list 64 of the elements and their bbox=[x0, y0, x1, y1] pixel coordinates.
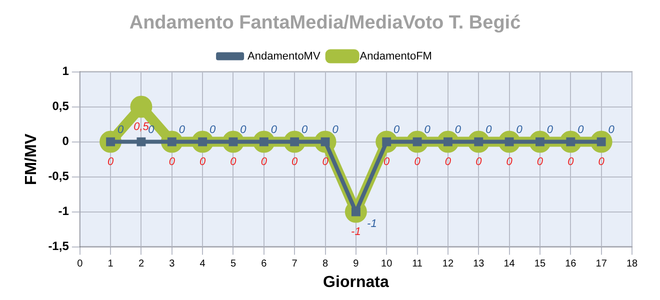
data-label: 0 bbox=[260, 156, 268, 168]
data-label: 0 bbox=[536, 156, 544, 168]
data-label: 0 bbox=[302, 124, 309, 136]
data-label: 0 bbox=[322, 156, 330, 168]
x-tick-label: 3 bbox=[169, 258, 176, 270]
data-label: 0 bbox=[506, 156, 514, 168]
data-label: 0 bbox=[424, 124, 432, 136]
data-label: 0 bbox=[578, 124, 585, 136]
data-label: 0 bbox=[476, 156, 483, 168]
x-tick-label: 1 bbox=[108, 258, 114, 270]
x-tick-label: 10 bbox=[381, 258, 393, 270]
data-label: 0 bbox=[598, 156, 606, 168]
x-tick-label: 12 bbox=[442, 258, 454, 270]
data-label: 0 bbox=[394, 124, 401, 136]
x-tick-label: 11 bbox=[412, 258, 423, 270]
x-tick-label: 16 bbox=[565, 258, 577, 270]
data-label: 0 bbox=[546, 124, 554, 136]
x-tick-label: 13 bbox=[473, 258, 485, 270]
chart-title: Andamento FantaMedia/MediaVoto T. Begić bbox=[129, 12, 522, 34]
x-tick-label: 9 bbox=[353, 258, 360, 270]
data-label: 0 bbox=[107, 156, 114, 168]
data-label: 0 bbox=[270, 124, 278, 136]
data-label: 0 bbox=[168, 156, 176, 168]
legend-label: AndamentoMV bbox=[248, 50, 321, 62]
x-tick-label: 15 bbox=[534, 258, 546, 270]
y-tick-label: -0,5 bbox=[48, 169, 70, 184]
data-label: 0 bbox=[210, 124, 217, 136]
data-label: 0 bbox=[444, 156, 452, 168]
data-label: 0 bbox=[292, 156, 299, 168]
data-label: -1 bbox=[367, 218, 377, 230]
data-label: 0,5 bbox=[134, 120, 150, 133]
x-tick-label: 5 bbox=[230, 258, 236, 270]
x-tick-label: 2 bbox=[138, 258, 144, 270]
x-tick-label: 4 bbox=[200, 258, 206, 270]
x-tick-label: 14 bbox=[504, 258, 516, 270]
x-tick-label: 6 bbox=[261, 258, 268, 270]
data-label: 0 bbox=[516, 124, 524, 136]
y-tick-label: 0 bbox=[62, 134, 70, 148]
x-axis-title: Giornata bbox=[323, 274, 389, 291]
x-tick-label: 8 bbox=[322, 258, 328, 270]
x-tick-label: 0 bbox=[77, 258, 84, 270]
data-label: 0 bbox=[117, 124, 124, 136]
data-label: 0 bbox=[148, 124, 156, 136]
data-label: 0 bbox=[568, 156, 575, 168]
data-label: 0 bbox=[454, 124, 462, 136]
x-tick-label: 7 bbox=[292, 258, 298, 270]
y-tick-label: -1,5 bbox=[48, 239, 70, 254]
x-tick-label: 18 bbox=[626, 258, 638, 270]
y-tick-label: -1 bbox=[58, 204, 70, 218]
y-tick-label: 1 bbox=[62, 64, 70, 78]
data-label: 0 bbox=[414, 156, 422, 168]
data-label: 0 bbox=[608, 124, 616, 136]
y-axis-title: FM/MV bbox=[23, 133, 40, 186]
data-label: 0 bbox=[486, 124, 493, 136]
y-tick-label: 0,5 bbox=[52, 99, 70, 114]
data-label: -1 bbox=[351, 226, 361, 238]
data-label: 0 bbox=[200, 156, 207, 168]
x-tick-label: 17 bbox=[596, 258, 608, 270]
data-label: 0 bbox=[230, 156, 238, 168]
legend-label: AndamentoFM bbox=[360, 50, 432, 62]
data-label: 0 bbox=[332, 124, 340, 136]
data-label: 0 bbox=[384, 156, 391, 168]
data-label: 0 bbox=[240, 124, 248, 136]
data-label: 0 bbox=[178, 124, 186, 136]
